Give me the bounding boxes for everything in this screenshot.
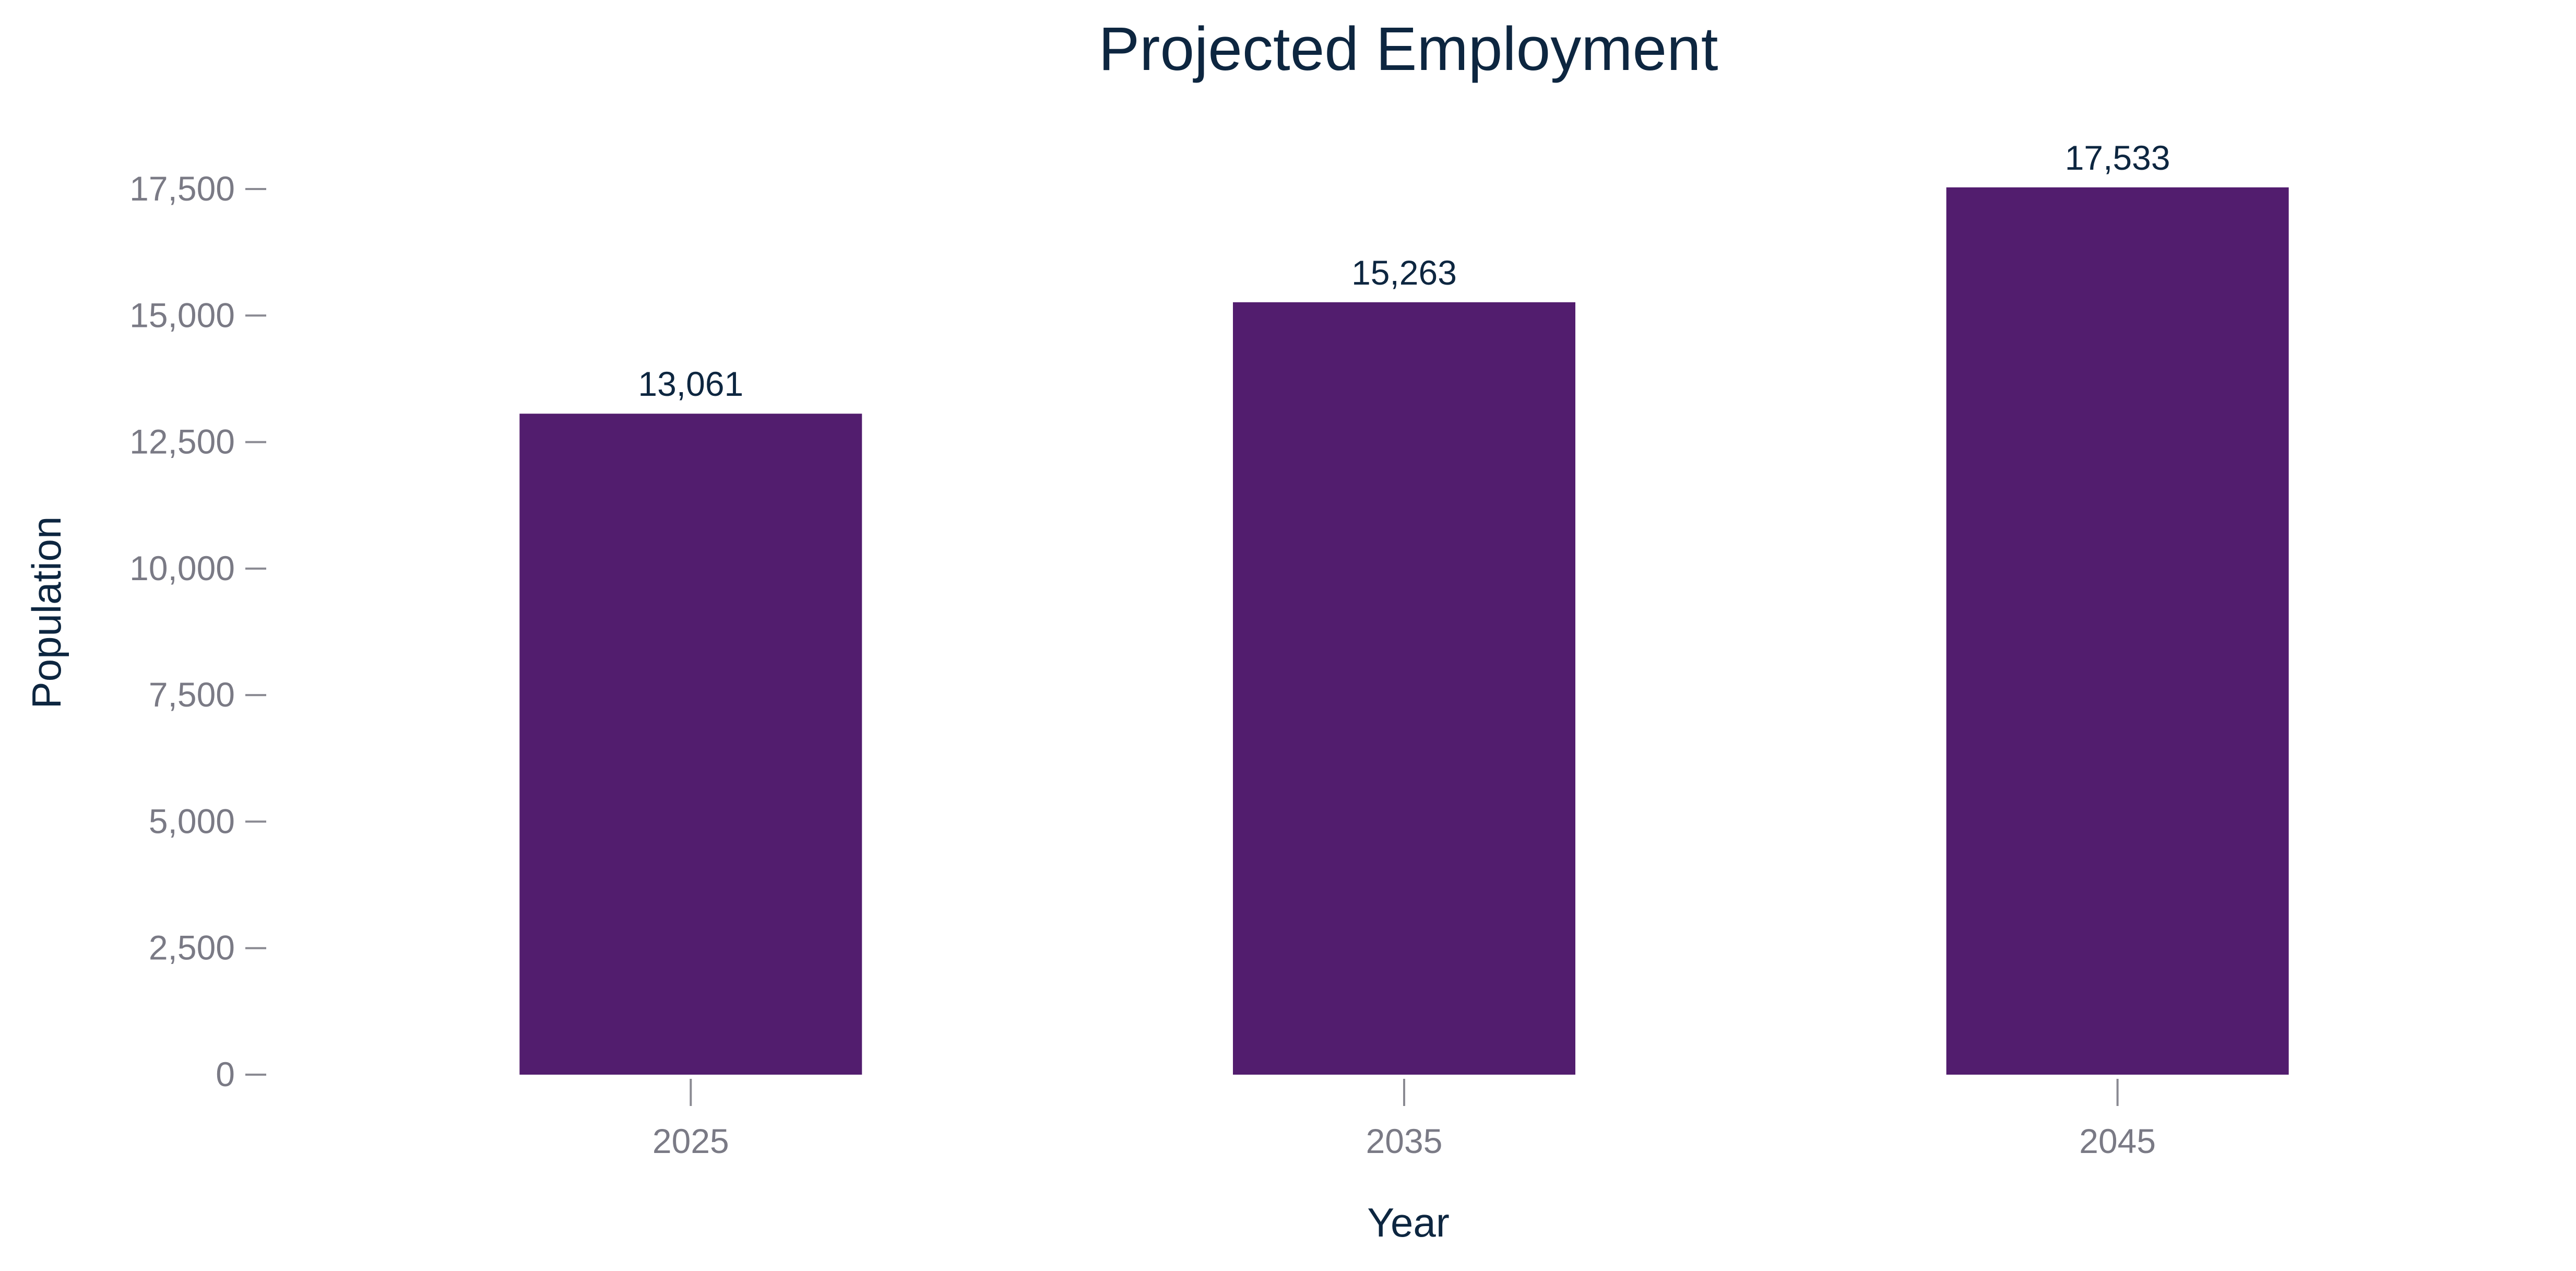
chart-title: Projected Employment — [1098, 15, 1718, 84]
y-tick-label: 0 — [216, 1055, 235, 1093]
x-tick-label: 2025 — [652, 1122, 729, 1160]
x-axis-title: Year — [1367, 1199, 1450, 1245]
y-axis: 0 2,500 5,000 7,500 10,000 12,500 15,000 17,500 — [129, 169, 266, 1093]
data-labels: 13,061 15,263 17,533 — [638, 138, 2170, 403]
x-tick-label: 2045 — [2079, 1122, 2156, 1160]
y-tick-label: 17,500 — [129, 169, 235, 208]
y-axis-title: Population — [23, 516, 69, 709]
y-tick-label: 15,000 — [129, 296, 235, 334]
bar — [1233, 302, 1575, 1075]
x-axis: 2025 2035 2045 — [652, 1079, 2156, 1160]
bars — [519, 187, 2289, 1075]
y-tick-label: 5,000 — [149, 802, 235, 840]
y-tick-label: 10,000 — [129, 549, 235, 587]
bar — [519, 414, 862, 1075]
y-tick-label: 7,500 — [149, 675, 235, 714]
bar-value-label: 15,263 — [1351, 253, 1457, 292]
y-tick-label: 12,500 — [129, 422, 235, 461]
bar — [1946, 187, 2289, 1075]
bar-value-label: 17,533 — [2065, 138, 2170, 177]
y-tick-label: 2,500 — [149, 928, 235, 967]
bar-value-label: 13,061 — [638, 364, 743, 403]
x-tick-label: 2035 — [1366, 1122, 1443, 1160]
